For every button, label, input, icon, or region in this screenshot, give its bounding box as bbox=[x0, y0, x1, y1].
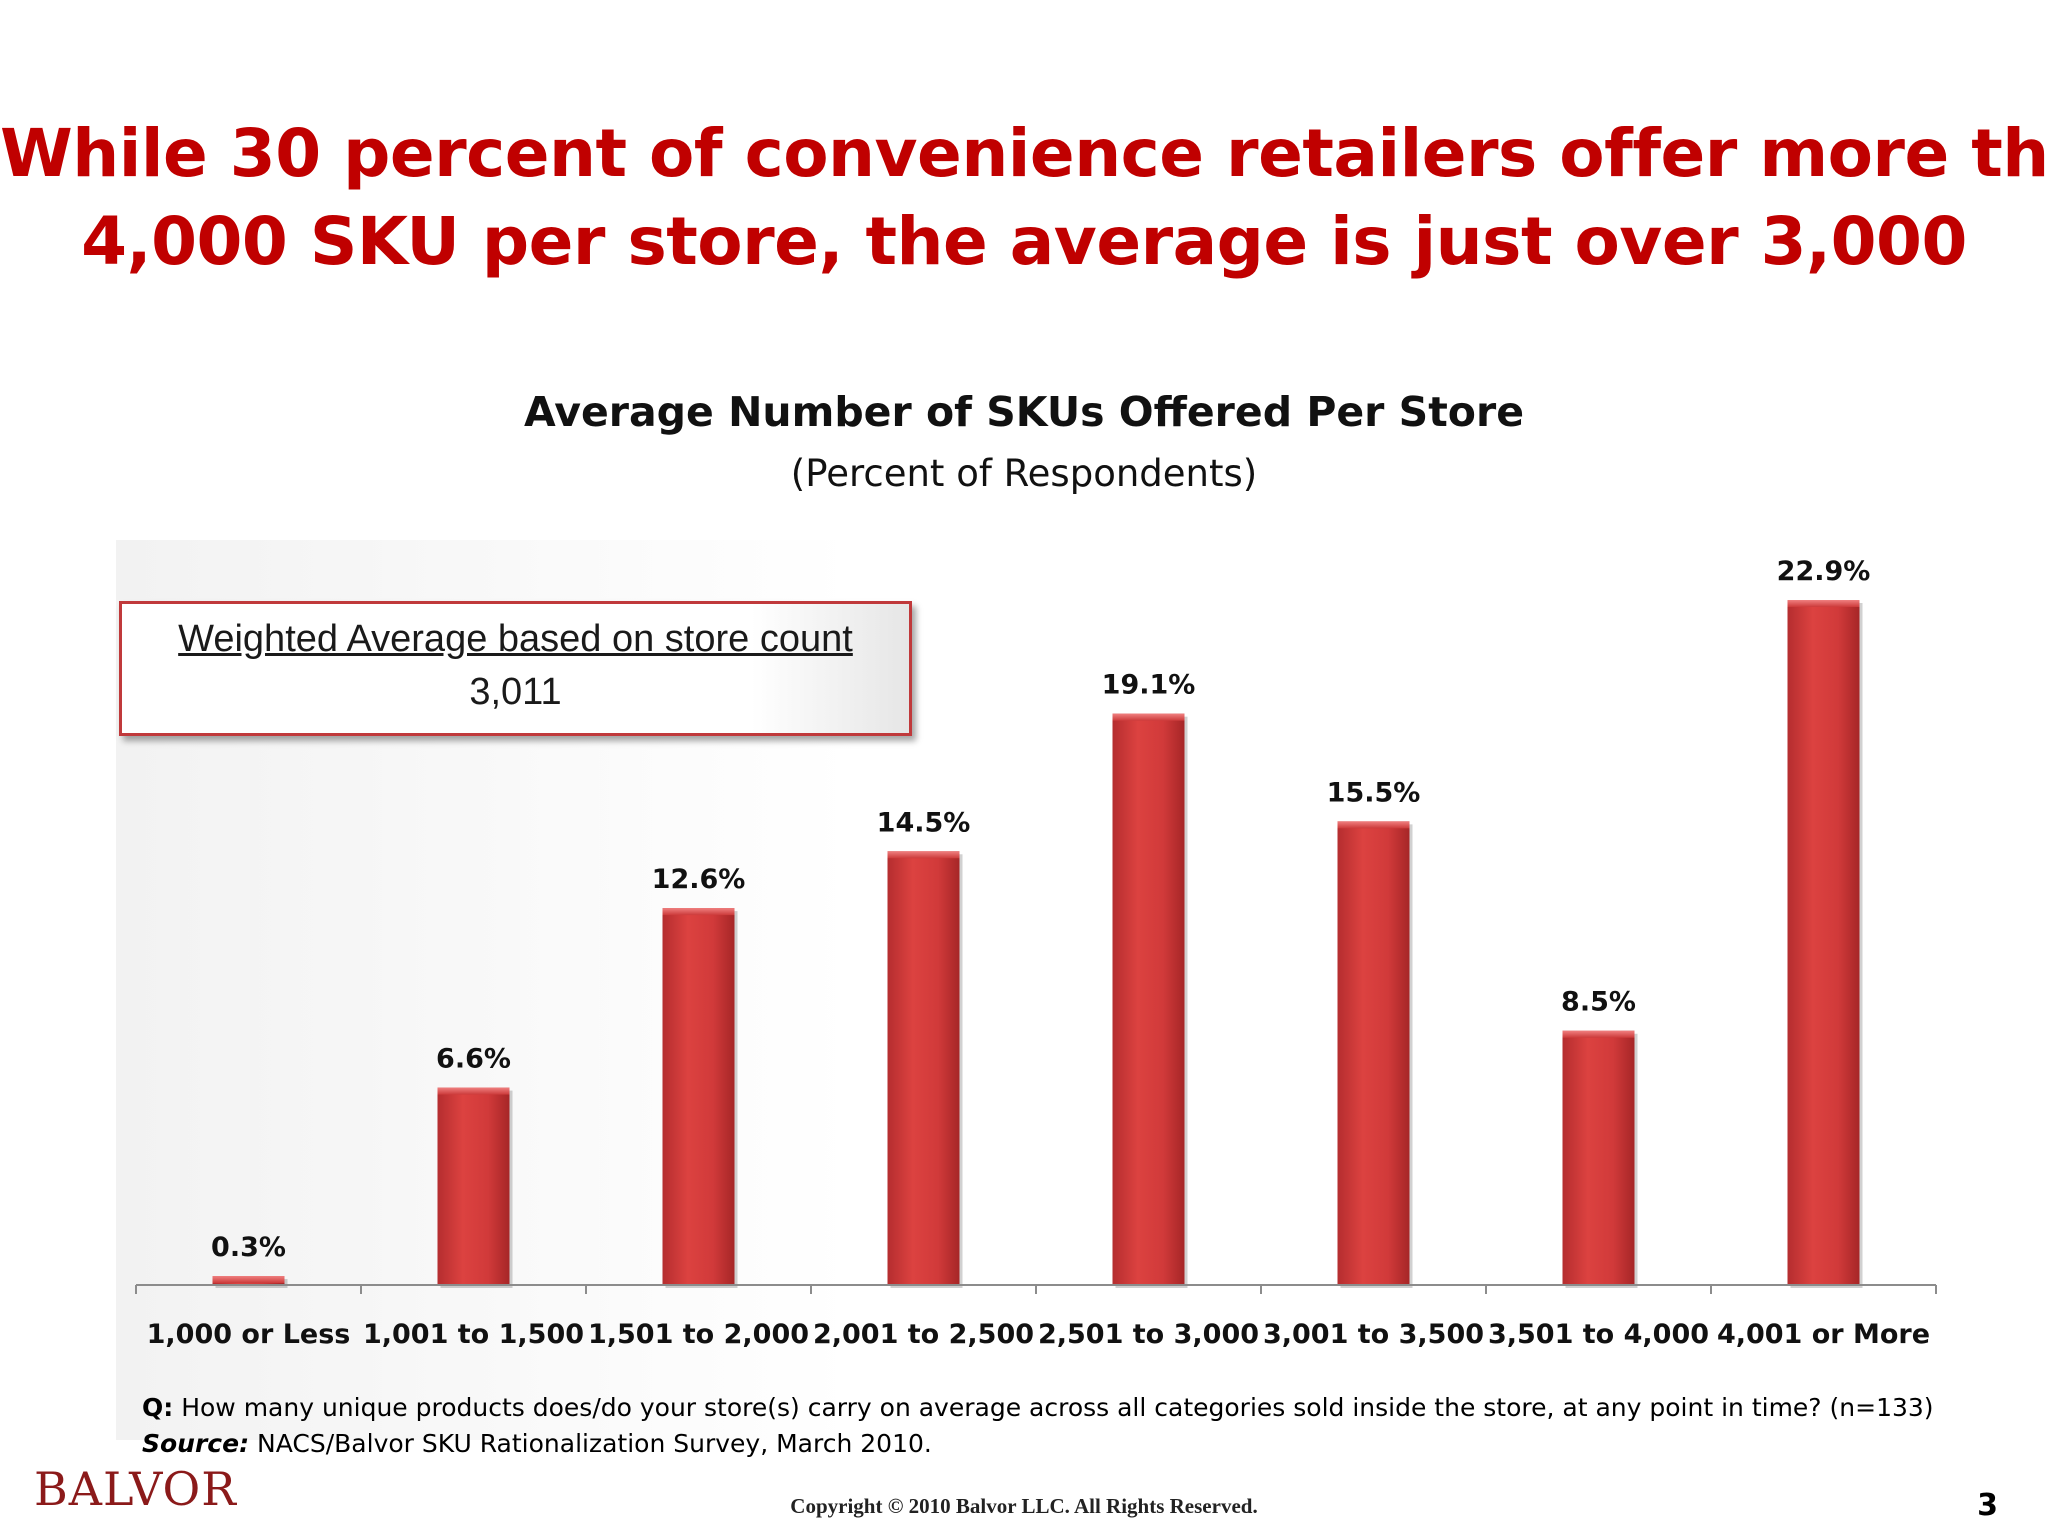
question-text: How many unique products does/do your st… bbox=[181, 1393, 1934, 1422]
source-note: Source: NACS/Balvor SKU Rationalization … bbox=[142, 1426, 1934, 1462]
copyright-notice: Copyright © 2010 Balvor LLC. All Rights … bbox=[790, 1494, 1258, 1518]
source-text: NACS/Balvor SKU Rationalization Survey, … bbox=[257, 1429, 932, 1458]
bar-top-bevel bbox=[437, 1087, 510, 1095]
bar bbox=[1337, 821, 1410, 1285]
data-label: 19.1% bbox=[1102, 670, 1196, 701]
bar bbox=[662, 908, 735, 1285]
category-label: 1,501 to 2,000 bbox=[588, 1319, 809, 1350]
footnote: Q: How many unique products does/do your… bbox=[142, 1390, 1934, 1462]
bar-top-bevel bbox=[1562, 1030, 1635, 1038]
source-label: Source: bbox=[142, 1429, 250, 1458]
bar-top-bevel bbox=[1787, 600, 1860, 607]
bar-top-bevel bbox=[887, 851, 960, 859]
category-label: 2,501 to 3,000 bbox=[1038, 1319, 1259, 1350]
data-label: 15.5% bbox=[1327, 777, 1421, 808]
bar bbox=[1562, 1030, 1635, 1285]
data-label: 8.5% bbox=[1561, 987, 1636, 1018]
category-label: 3,001 to 3,500 bbox=[1263, 1319, 1484, 1350]
weighted-average-label: Weighted Average based on store count bbox=[178, 618, 853, 660]
bar bbox=[1112, 713, 1185, 1285]
data-label: 22.9% bbox=[1777, 556, 1871, 587]
category-label: 3,501 to 4,000 bbox=[1488, 1319, 1709, 1350]
category-label: 2,001 to 2,500 bbox=[813, 1319, 1034, 1350]
slide-title-line-1: While 30 percent of convenience retailer… bbox=[0, 115, 2048, 192]
chart-subtitle: (Percent of Respondents) bbox=[790, 452, 1258, 495]
bar-top-bevel bbox=[212, 1276, 285, 1284]
bar-chart: 0.3% 1,000 or Less 6.6% 1,001 to 1,500 12.6%… bbox=[135, 556, 1937, 1350]
bar bbox=[1787, 600, 1860, 1285]
question-label: Q: bbox=[142, 1393, 174, 1422]
bar-top-bevel bbox=[1112, 713, 1185, 721]
question-note: Q: How many unique products does/do your… bbox=[142, 1390, 1934, 1426]
data-label: 6.6% bbox=[436, 1044, 511, 1075]
bar bbox=[887, 851, 960, 1285]
bar-top-bevel bbox=[662, 908, 735, 916]
weighted-average-callout: Weighted Average based on store count 3,… bbox=[119, 601, 912, 736]
category-label: 1,000 or Less bbox=[147, 1319, 351, 1350]
category-label: 4,001 or More bbox=[1717, 1319, 1930, 1350]
data-label: 0.3% bbox=[211, 1232, 286, 1263]
chart-title: Average Number of SKUs Offered Per Store bbox=[523, 388, 1524, 436]
data-label: 14.5% bbox=[877, 807, 971, 838]
category-label: 1,001 to 1,500 bbox=[363, 1319, 584, 1350]
chart-area: 0.3% 1,000 or Less 6.6% 1,001 to 1,500 12.6%… bbox=[116, 540, 1956, 1440]
bar-top-bevel bbox=[1337, 821, 1410, 829]
weighted-average-value: 3,011 bbox=[469, 671, 562, 713]
slide-title: While 30 percent of convenience retailer… bbox=[0, 110, 2048, 286]
data-label: 12.6% bbox=[652, 864, 746, 895]
slide-title-line-2: 4,000 SKU per store, the average is just… bbox=[81, 203, 1967, 280]
balvor-logo: BALVOR bbox=[34, 1462, 237, 1516]
page-number: 3 bbox=[1977, 1488, 1998, 1523]
bar bbox=[437, 1087, 510, 1285]
